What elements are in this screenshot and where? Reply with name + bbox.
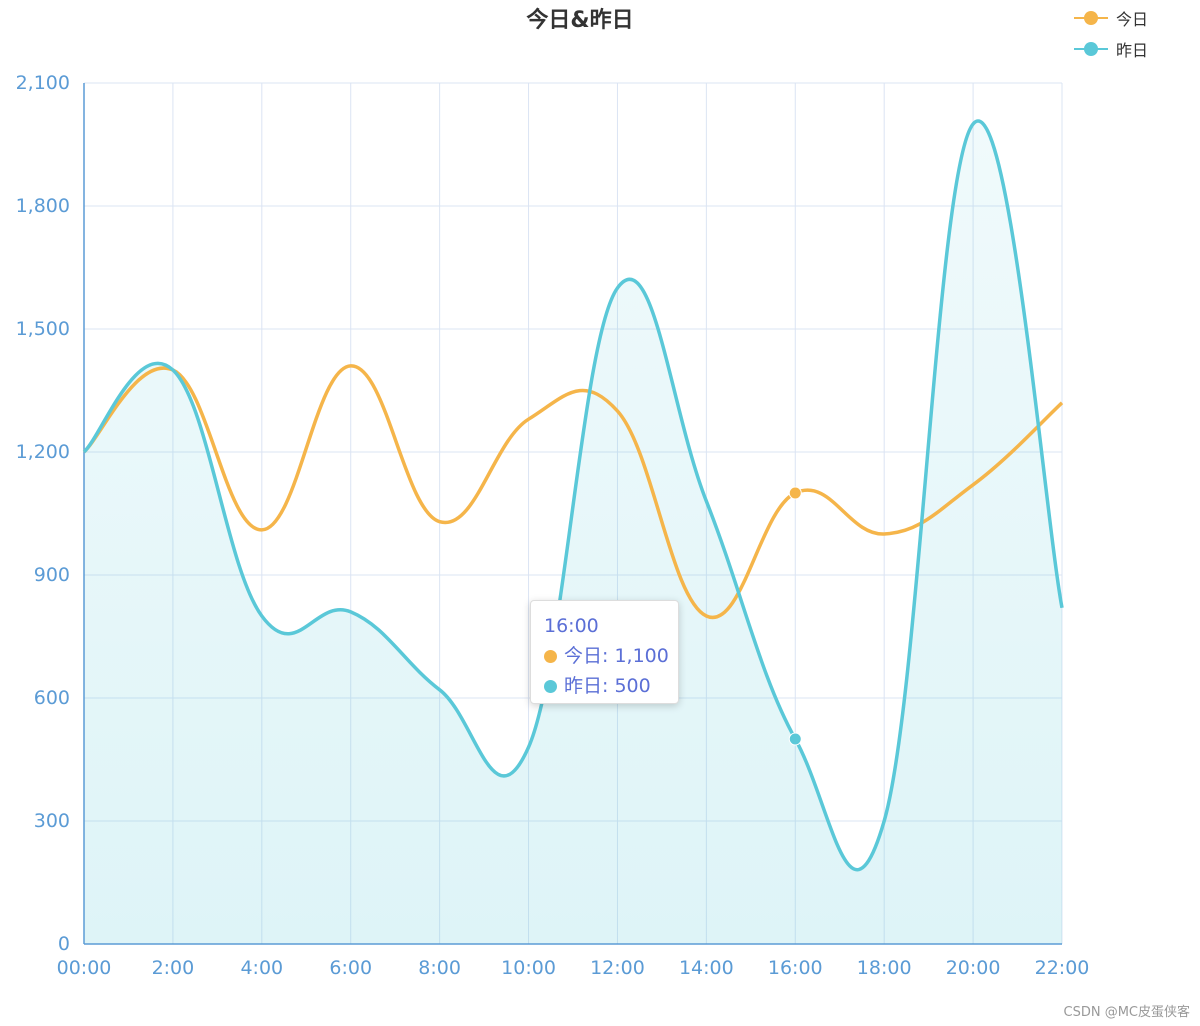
data-point-1[interactable]	[788, 732, 802, 746]
series-lines	[82, 119, 1064, 872]
x-tick-label: 16:00	[768, 957, 823, 979]
x-tick-label: 18:00	[857, 957, 912, 979]
chart-title: 今日&昨日	[526, 8, 634, 33]
legend-marker-today	[1073, 10, 1108, 25]
tooltip-value-yesterday: 昨日: 500	[564, 675, 651, 697]
data-point-0[interactable]	[788, 486, 802, 500]
x-tick-label: 00:00	[57, 957, 112, 979]
tooltip-dot-yesterday	[544, 680, 557, 693]
area-1	[84, 121, 1062, 944]
watermark: CSDN @MC皮蛋侠客	[1063, 1005, 1191, 1020]
y-tick-label: 1,500	[16, 318, 70, 340]
y-tick-label: 300	[34, 810, 70, 832]
tooltip: 16:00 今日: 1,100 昨日: 500	[530, 600, 679, 704]
tooltip-value-today: 今日: 1,100	[564, 645, 669, 667]
axes	[83, 83, 1062, 945]
series-line-0	[82, 364, 1064, 620]
y-tick-label: 1,200	[16, 441, 70, 463]
legend-label-yesterday: 昨日	[1115, 40, 1148, 60]
legend-label-today: 今日	[1115, 9, 1148, 29]
y-tick-label: 0	[58, 933, 70, 955]
x-tick-label: 22:00	[1035, 957, 1090, 979]
x-tick-label: 6:00	[329, 957, 372, 979]
series-line-1	[82, 119, 1064, 872]
legend-item-today[interactable]: 今日	[1073, 2, 1148, 33]
tooltip-header: 16:00	[544, 615, 599, 637]
tick-labels: 0 300 600 900 1,200 1,500 1,800 2,100 00:00 2:00 4…	[16, 72, 1090, 979]
legend[interactable]: 今日 昨日	[1073, 2, 1148, 64]
x-tick-label: 10:00	[501, 957, 556, 979]
tooltip-row-yesterday: 昨日: 500	[544, 671, 665, 701]
data-points[interactable]	[788, 486, 802, 746]
tooltip-row-today: 今日: 1,100	[544, 641, 669, 671]
x-tick-label: 14:00	[679, 957, 734, 979]
x-tick-label: 12:00	[590, 957, 645, 979]
legend-marker-yesterday	[1073, 41, 1108, 56]
legend-item-yesterday[interactable]: 昨日	[1073, 33, 1148, 64]
area-fill	[84, 121, 1062, 944]
y-tick-label: 2,100	[16, 72, 70, 94]
x-tick-label: 2:00	[152, 957, 195, 979]
tooltip-dot-today	[544, 650, 557, 663]
y-tick-label: 600	[34, 687, 70, 709]
x-tick-label: 8:00	[418, 957, 461, 979]
x-tick-label: 4:00	[240, 957, 283, 979]
y-tick-label: 900	[34, 564, 70, 586]
x-tick-label: 20:00	[946, 957, 1001, 979]
y-tick-label: 1,800	[16, 195, 70, 217]
